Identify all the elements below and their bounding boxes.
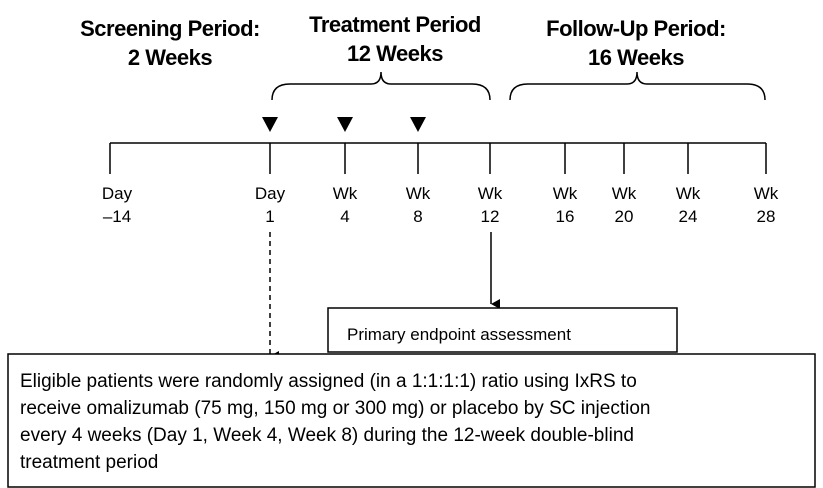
timepoint-label: Day	[102, 184, 133, 203]
timepoint-label: Wk	[478, 184, 503, 203]
box-line: treatment period	[20, 452, 158, 473]
period-title: Treatment Period	[309, 12, 481, 37]
dose-marker	[262, 117, 278, 132]
timepoint-label: 28	[757, 207, 776, 226]
endpoint-box	[327, 307, 678, 353]
brace	[271, 71, 491, 101]
endpoint-text: Primary endpoint assessment	[347, 325, 571, 344]
timepoint-label: –14	[103, 207, 131, 226]
timepoint-label: Wk	[333, 184, 358, 203]
timepoint-label: Wk	[406, 184, 431, 203]
timepoint-label: 1	[265, 207, 274, 226]
period-title: Screening Period:	[80, 16, 260, 41]
dose-marker	[337, 117, 353, 132]
timepoint-label: 20	[615, 207, 634, 226]
period-duration: 2 Weeks	[128, 45, 212, 70]
timepoint-label: 8	[413, 207, 422, 226]
box-line: Eligible patients were randomly assigned…	[20, 371, 637, 392]
period-title: Follow-Up Period:	[546, 16, 726, 41]
box-line: every 4 weeks (Day 1, Week 4, Week 8) du…	[20, 425, 634, 446]
timepoint-label: Wk	[676, 184, 701, 203]
timepoint-label: 4	[340, 207, 349, 226]
randomization-box	[7, 353, 816, 488]
box-line: receive omalizumab (75 mg, 150 mg or 300…	[20, 398, 650, 419]
timepoint-label: 24	[679, 207, 698, 226]
timepoint-label: 12	[481, 207, 500, 226]
timepoint-label: Day	[255, 184, 286, 203]
timepoint-label: Wk	[754, 184, 779, 203]
timepoint-label: Wk	[553, 184, 578, 203]
timepoints: Day –14 Day 1 Wk 4 Wk 8 Wk 12 Wk 16 Wk 20 Wk 24 Wk 28	[102, 143, 779, 226]
period-duration: 12 Weeks	[347, 41, 443, 66]
timepoint-label: 16	[556, 207, 575, 226]
brace	[509, 71, 766, 101]
dose-marker	[410, 117, 426, 132]
timepoint-label: Wk	[612, 184, 637, 203]
period-duration: 16 Weeks	[588, 45, 684, 70]
